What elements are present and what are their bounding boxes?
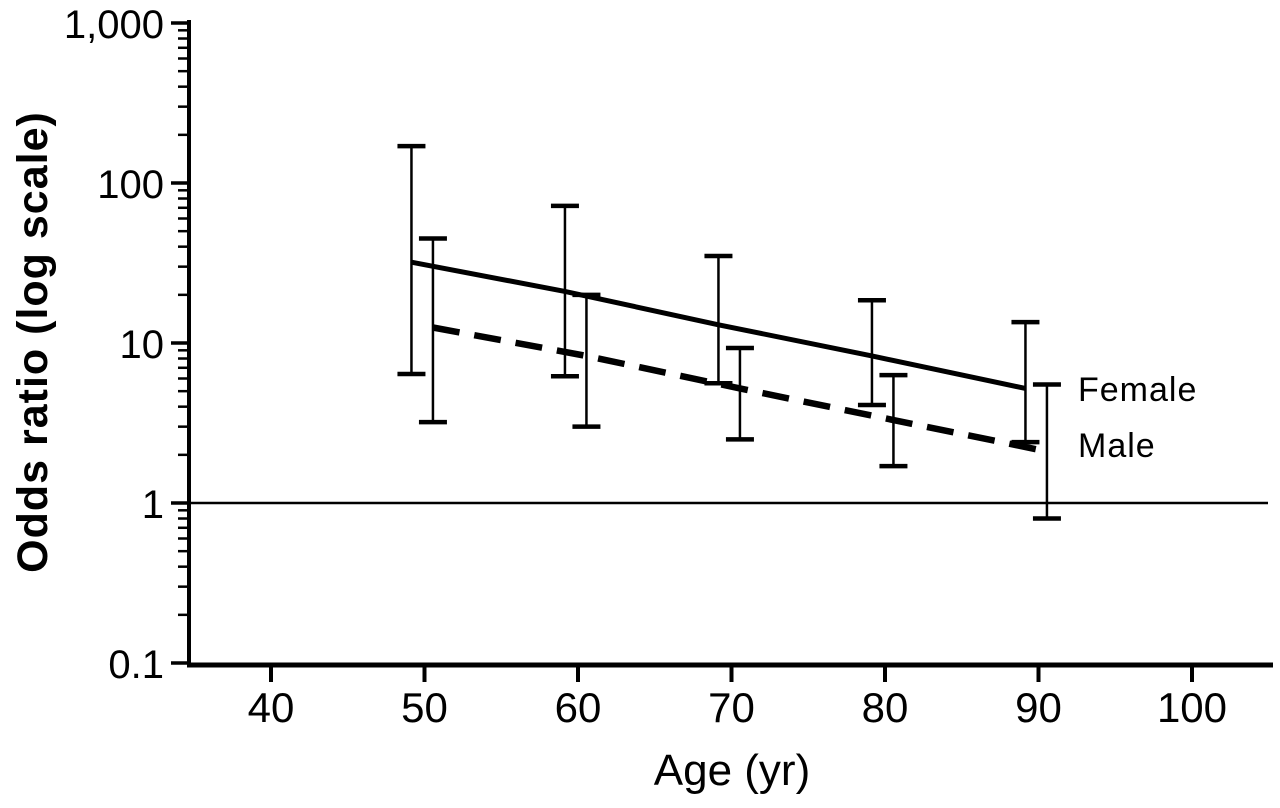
series-label-female: Female bbox=[1078, 371, 1198, 409]
y-axis-title: Odds ratio (log scale) bbox=[9, 111, 57, 573]
x-tick-label: 40 bbox=[248, 684, 295, 731]
y-tick-label: 1,000 bbox=[64, 3, 164, 47]
x-tick-label: 60 bbox=[555, 684, 602, 731]
x-axis-title: Age (yr) bbox=[653, 746, 811, 795]
x-tick-label: 50 bbox=[401, 684, 448, 731]
x-tick-label: 100 bbox=[1157, 684, 1227, 731]
x-tick-label: 80 bbox=[862, 684, 909, 731]
y-tick-label: 0.1 bbox=[108, 643, 164, 687]
series-line-male bbox=[432, 324, 1048, 455]
y-tick-label: 100 bbox=[97, 163, 164, 207]
x-tick-label: 70 bbox=[708, 684, 755, 731]
series-line-female bbox=[410, 259, 1026, 391]
y-tick-label: 1 bbox=[142, 483, 164, 527]
x-tick-label: 90 bbox=[1015, 684, 1062, 731]
y-tick-label: 10 bbox=[120, 323, 165, 367]
series-label-male: Male bbox=[1078, 427, 1156, 465]
